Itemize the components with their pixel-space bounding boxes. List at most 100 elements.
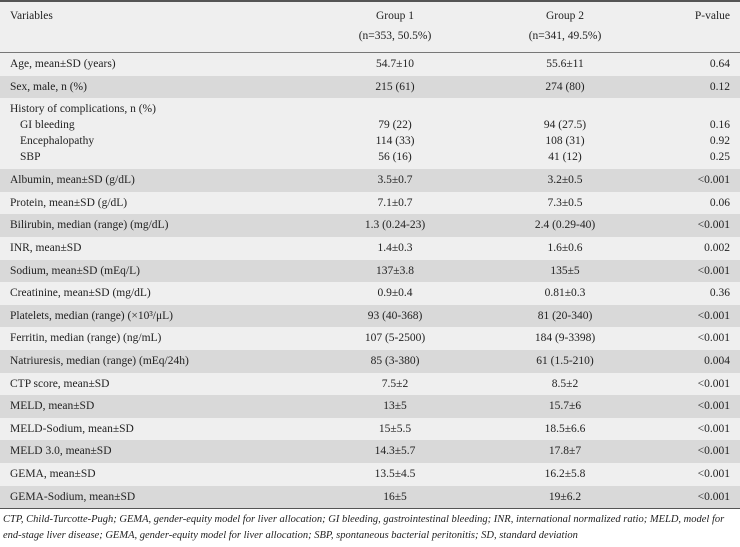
group2-value: 108 (31) [545,135,585,148]
table-row: Albumin, mean±SD (g/dL) 3.5±0.7 3.2±0.5 <0.… [0,169,740,192]
row-label: GEMA, mean±SD [0,462,310,486]
group1-value: 1.3 (0.24-23) [310,214,480,237]
group1-value: 114 (33) [375,135,415,148]
row-label: INR, mean±SD [0,236,310,260]
table-row: Natriuresis, median (range) (mEq/24h) 85 … [0,349,740,373]
header-group1: Group 1 (n=353, 50.5%) [310,1,480,53]
sub-label: GI bleeding [20,119,75,132]
table-row: Ferritin, median (range) (ng/mL) 107 (5-2… [0,327,740,350]
row-label: MELD, mean±SD [0,395,310,418]
group2-value: 55.6±11 [480,52,650,76]
p-value: 0.25 [709,151,730,164]
header-group2: Group 2 (n=341, 49.5%) [480,1,650,53]
group1-value: 215 (61) [310,75,480,99]
group2-value: 41 (12) [548,151,582,164]
sub-label: Encephalopathy [20,135,95,148]
group2-n: (n=341, 49.5%) [528,30,602,42]
table-row: MELD 3.0, mean±SD 14.3±5.7 17.8±7 <0.001 [0,440,740,463]
p-value: <0.001 [650,440,740,463]
group1-value: 13±5 [310,395,480,418]
table-row: Platelets, median (range) (×10³/μL) 93 (4… [0,304,740,328]
p-value: 0.92 [709,135,730,148]
group1-value: 7.5±2 [310,372,480,396]
table-row: MELD, mean±SD 13±5 15.7±6 <0.001 [0,395,740,418]
group1-label: Group 1 [375,10,414,22]
row-label: Age, mean±SD (years) [0,52,310,76]
row-label: History of complications, n (%) GI bleed… [0,98,310,170]
row-label: Platelets, median (range) (×10³/μL) [0,304,310,328]
sub-label: SBP [20,151,41,164]
group1-value: 14.3±5.7 [310,440,480,463]
p-value: <0.001 [650,169,740,192]
row-label: MELD 3.0, mean±SD [0,440,310,463]
group1-value: 79 (22) [378,119,412,132]
p-value: <0.001 [650,327,740,350]
p-value: 0.16 [709,119,730,132]
row-label: Ferritin, median (range) (ng/mL) [0,327,310,350]
group2-values: 94 (27.5) 108 (31) 41 (12) [480,98,650,170]
row-label: Sex, male, n (%) [0,75,310,99]
group2-value: 3.2±0.5 [480,169,650,192]
row-label: MELD-Sodium, mean±SD [0,417,310,441]
group1-value: 93 (40-368) [310,304,480,328]
row-label: Natriuresis, median (range) (mEq/24h) [0,349,310,373]
group2-value: 18.5±6.6 [480,417,650,441]
p-value: <0.001 [650,304,740,328]
p-value: 0.004 [650,349,740,373]
group1-value: 16±5 [310,485,480,510]
group1-value: 0.9±0.4 [310,282,480,305]
group2-value: 274 (80) [480,75,650,99]
group1-value: 7.1±0.7 [310,191,480,215]
header-variables: Variables [0,1,310,53]
p-value: 0.36 [650,282,740,305]
p-value: 0.12 [650,75,740,99]
row-label: Albumin, mean±SD (g/dL) [0,169,310,192]
table-row-history: History of complications, n (%) GI bleed… [0,98,740,170]
group2-value: 15.7±6 [480,395,650,418]
row-label: Protein, mean±SD (g/dL) [0,191,310,215]
row-label: Creatinine, mean±SD (mg/dL) [0,282,310,305]
group2-value: 135±5 [480,259,650,283]
table-row: Sodium, mean±SD (mEq/L) 137±3.8 135±5 <0.00… [0,259,740,283]
table-row: Creatinine, mean±SD (mg/dL) 0.9±0.4 0.81±0… [0,282,740,305]
table-row: GEMA-Sodium, mean±SD 16±5 19±6.2 <0.001 [0,485,740,510]
table-row: MELD-Sodium, mean±SD 15±5.5 18.5±6.6 <0.001 [0,417,740,441]
table-row: CTP score, mean±SD 7.5±2 8.5±2 <0.001 [0,372,740,396]
group2-value: 8.5±2 [480,372,650,396]
group1-value: 85 (3-380) [310,349,480,373]
group1-n: (n=353, 50.5%) [358,30,432,42]
group1-value: 54.7±10 [310,52,480,76]
p-value: 0.06 [650,191,740,215]
p-value: <0.001 [650,395,740,418]
table-row: GEMA, mean±SD 13.5±4.5 16.2±5.8 <0.001 [0,462,740,486]
header-row: Variables Group 1 (n=353, 50.5%) Group 2 (… [0,1,740,53]
group2-label: Group 2 [545,10,584,22]
group2-value: 81 (20-340) [480,304,650,328]
group1-value: 3.5±0.7 [310,169,480,192]
p-value: <0.001 [650,214,740,237]
group2-value: 94 (27.5) [543,119,587,132]
header-pvalue: P-value [650,1,740,53]
characteristics-table: Variables Group 1 (n=353, 50.5%) Group 2 (… [0,0,740,510]
p-value: <0.001 [650,462,740,486]
p-value: <0.001 [650,417,740,441]
table-row: Sex, male, n (%) 215 (61) 274 (80) 0.12 [0,75,740,99]
p-values: 0.16 0.92 0.25 [650,98,740,170]
group1-value: 56 (16) [378,151,412,164]
table-footnote: CTP, Child-Turcotte-Pugh; GEMA, gender-e… [3,514,725,542]
row-label: Bilirubin, median (range) (mg/dL) [0,214,310,237]
table-row: Protein, mean±SD (g/dL) 7.1±0.7 7.3±0.5 0.0… [0,191,740,215]
p-value: <0.001 [650,485,740,510]
row-label: GEMA-Sodium, mean±SD [0,485,310,510]
group2-value: 17.8±7 [480,440,650,463]
group1-values: 79 (22) 114 (33) 56 (16) [310,98,480,170]
row-label: Sodium, mean±SD (mEq/L) [0,259,310,283]
group2-value: 19±6.2 [480,485,650,510]
group2-value: 184 (9-3398) [480,327,650,350]
p-value: <0.001 [650,259,740,283]
history-label: History of complications, n (%) [10,103,156,116]
table-row: INR, mean±SD 1.4±0.3 1.6±0.6 0.002 [0,236,740,260]
group2-value: 16.2±5.8 [480,462,650,486]
row-label: CTP score, mean±SD [0,372,310,396]
group2-value: 7.3±0.5 [480,191,650,215]
